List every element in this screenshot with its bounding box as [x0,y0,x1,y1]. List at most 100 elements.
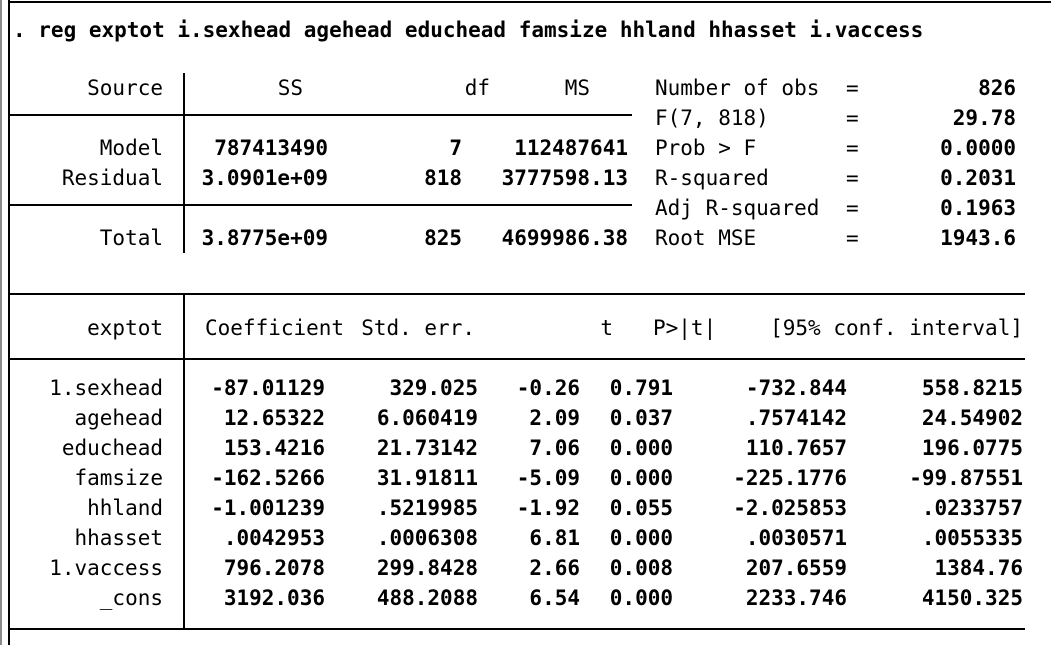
ci-high-value: 1384.76 [934,556,1023,580]
t-value: 7.06 [529,436,580,460]
coef-table-bottom-line [8,628,1025,630]
p-value: 0.055 [609,496,673,520]
coef-value: 796.2078 [223,556,325,580]
results-top-border [8,1,1051,3]
coef-row-var: educhead [61,436,163,460]
stderr-value: 329.025 [389,376,478,400]
p-value: 0.000 [609,526,673,550]
anova-ms-value: 112487641 [514,136,628,160]
stat-label: R-squared [655,166,769,190]
coef-header-coefficient: Coefficient [205,316,345,340]
anova-df-value: 825 [424,226,462,250]
t-value: 2.66 [529,556,580,580]
stat-equals: = [846,136,859,160]
anova-row-label: Model [99,136,163,160]
stat-value: 0.2031 [940,166,1016,190]
ci-high-value: .0055335 [921,526,1023,550]
stderr-value: 31.91811 [376,466,478,490]
stderr-value: .0006308 [376,526,478,550]
p-value: 0.037 [609,406,673,430]
ci-low-value: -225.1776 [733,466,847,490]
anova-df-value: 7 [449,136,462,160]
anova-header-df: df [464,76,490,100]
stat-label: Number of obs [655,76,820,100]
coef-value: 3192.036 [223,586,325,610]
t-value: 2.09 [529,406,580,430]
p-value: 0.008 [609,556,673,580]
window-left-edge [0,0,2,645]
ci-low-value: .7574142 [745,406,847,430]
results-left-border [8,0,10,645]
coef-row-var: 1.vaccess [49,556,163,580]
p-value: 0.000 [609,466,673,490]
ci-low-value: .0030571 [745,526,847,550]
stat-equals: = [846,106,859,130]
coef-row-var: _cons [99,586,163,610]
stderr-value: .5219985 [376,496,478,520]
stat-value: 826 [978,76,1016,100]
t-value: -5.09 [516,466,580,490]
stat-equals: = [846,196,859,220]
stat-label: Root MSE [655,226,757,250]
ci-low-value: 2233.746 [745,586,847,610]
command-line: . reg exptot i.sexhead agehead educhead … [13,18,924,42]
coef-row-var: famsize [74,466,163,490]
p-value: 0.000 [609,436,673,460]
anova-header-ms: MS [564,76,590,100]
stat-equals: = [846,166,859,190]
stderr-value: 6.060419 [376,406,478,430]
t-value: 6.54 [529,586,580,610]
stat-value: 1943.6 [940,226,1016,250]
ci-low-value: 110.7657 [745,436,847,460]
ci-high-value: 196.0775 [921,436,1023,460]
coef-value: -162.5266 [211,466,325,490]
coef-row-var: hhland [87,496,163,520]
ci-low-value: -732.844 [745,376,847,400]
coef-value: .0042953 [223,526,325,550]
anova-header-source: Source [87,76,163,100]
stat-equals: = [846,226,859,250]
coef-table-top-line [8,293,1025,295]
anova-ms-value: 3777598.13 [501,166,628,190]
coef-row-var: agehead [74,406,163,430]
ci-high-value: 558.8215 [921,376,1023,400]
stat-label: Prob > F [655,136,757,160]
anova-header-ss: SS [277,76,303,100]
ci-low-value: 207.6559 [745,556,847,580]
coef-table-divider [183,293,185,629]
anova-row-label: Residual [61,166,163,190]
anova-ms-value: 4699986.38 [501,226,628,250]
anova-divider [183,73,185,253]
coef-header-p: P>|t| [653,316,717,340]
stderr-value: 299.8428 [376,556,478,580]
ci-high-value: -99.87551 [909,466,1023,490]
ci-low-value: -2.025853 [733,496,847,520]
coef-value: 153.4216 [223,436,325,460]
stderr-value: 488.2088 [376,586,478,610]
anova-ss-value: 3.0901e+09 [201,166,328,190]
p-value: 0.791 [609,376,673,400]
anova-df-value: 818 [424,166,462,190]
anova-row-label: Total [99,226,163,250]
coef-header-underline [8,358,1025,360]
p-value: 0.000 [609,586,673,610]
ci-high-value: 4150.325 [921,586,1023,610]
anova-ss-value: 787413490 [214,136,328,160]
coef-header-ci: [95% conf. interval] [770,316,1023,340]
anova-header-underline [8,114,632,116]
ci-high-value: .0233757 [921,496,1023,520]
stderr-value: 21.73142 [376,436,478,460]
t-value: -0.26 [516,376,580,400]
coef-row-var: hhasset [74,526,163,550]
coef-value: -1.001239 [211,496,325,520]
coef-value: 12.65322 [223,406,325,430]
anova-ss-value: 3.8775e+09 [201,226,328,250]
stat-value: 29.78 [952,106,1016,130]
coef-header-t: t [600,316,613,340]
coef-value: -87.01129 [211,376,325,400]
coef-header-stderr: Std. err. [361,316,475,340]
anova-total-line [8,204,632,206]
stat-label: Adj R-squared [655,196,820,220]
ci-high-value: 24.54902 [921,406,1023,430]
